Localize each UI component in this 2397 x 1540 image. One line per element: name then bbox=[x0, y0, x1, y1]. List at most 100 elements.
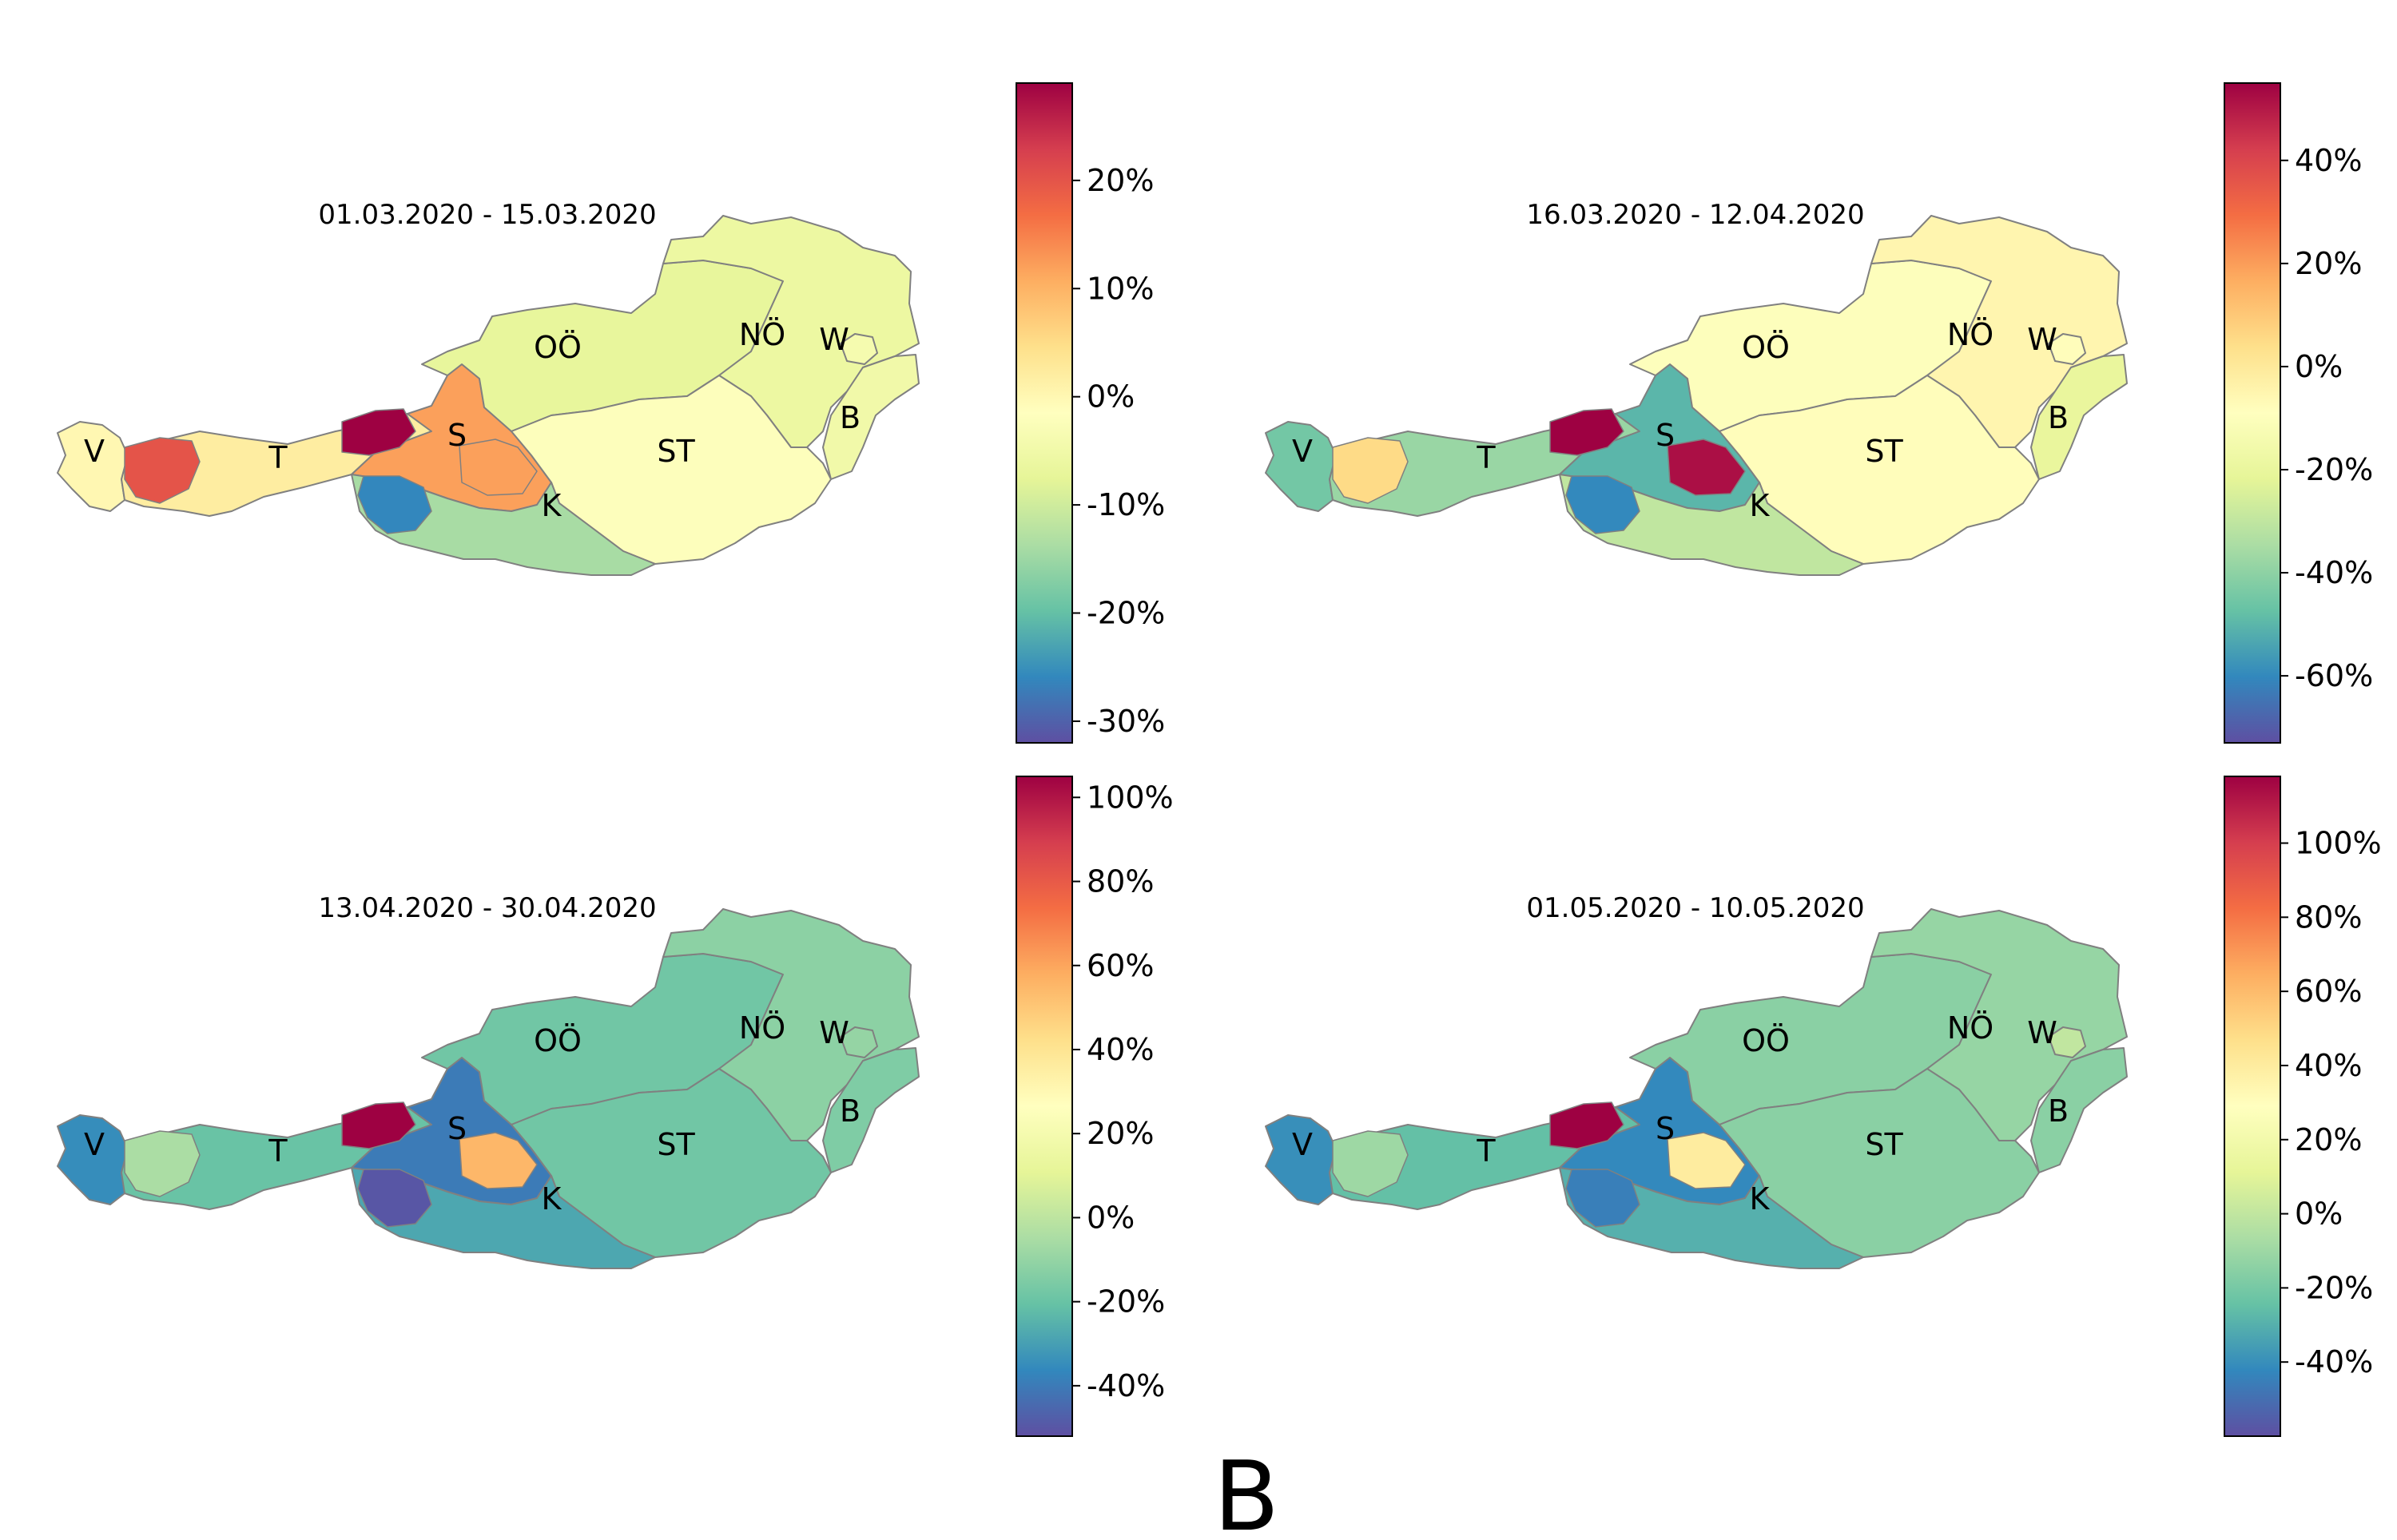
district-tirol-kitzbuehel bbox=[1549, 408, 1624, 456]
panel-title: 16.03.2020 - 12.04.2020 bbox=[1526, 199, 1864, 231]
map-panel: 01.05.2020 - 10.05.2020 V T S OÖ NÖ W B ST K 100% 8… bbox=[1265, 776, 2382, 1437]
colorbar-gradient bbox=[2224, 776, 2281, 1437]
region-label: B bbox=[2048, 400, 2069, 435]
region-label: T bbox=[1476, 1133, 1496, 1169]
region-label: T bbox=[268, 1133, 288, 1169]
colorbar-tick-label: 10% bbox=[1087, 271, 1154, 306]
colorbar-tick-label: 40% bbox=[2295, 143, 2362, 178]
colorbar-tick-label: -40% bbox=[1087, 1368, 1165, 1403]
colorbar-tick-label: -20% bbox=[2295, 452, 2373, 487]
state-region bbox=[2030, 1047, 2128, 1173]
colorbar-tick-label: 80% bbox=[1087, 864, 1154, 899]
district-tirol-west bbox=[124, 437, 201, 504]
colorbar-tick-label: 0% bbox=[2295, 349, 2343, 384]
colorbar: 100% 80% 60% 40% 20% 0% -20% -40% bbox=[1016, 776, 1174, 1437]
austria-map: V T S OÖ NÖ W B ST K bbox=[1265, 215, 2128, 576]
colorbar-tick-label: 0% bbox=[1087, 379, 1135, 415]
region-label: S bbox=[447, 1111, 467, 1146]
region-label: NÖ bbox=[739, 317, 785, 352]
colorbar-tick-label: -40% bbox=[2295, 555, 2373, 590]
district-tirol-west bbox=[1332, 1130, 1409, 1197]
district-tirol-west bbox=[124, 1130, 201, 1197]
colorbar-tick-label: 100% bbox=[2295, 826, 2382, 861]
austria-map: V T S OÖ NÖ W B ST K bbox=[57, 908, 920, 1269]
colorbar: 20% 10% 0% -10% -20% -30% bbox=[1016, 82, 1165, 744]
region-label: V bbox=[84, 1127, 105, 1162]
colorbar-tick-label: 100% bbox=[1087, 780, 1174, 815]
region-label: V bbox=[1292, 1127, 1313, 1162]
region-label: W bbox=[2027, 322, 2057, 357]
map-panel: 13.04.2020 - 30.04.2020 V T S OÖ NÖ W B ST K 100% 8… bbox=[57, 776, 1174, 1437]
colorbar-tick-label: 20% bbox=[1087, 163, 1154, 198]
panel-title: 01.03.2020 - 15.03.2020 bbox=[318, 199, 656, 231]
region-label: S bbox=[1656, 418, 1675, 453]
district-tirol-kitzbuehel bbox=[1549, 1101, 1624, 1149]
state-region bbox=[2030, 354, 2128, 480]
district-salzburg-south bbox=[1667, 1132, 1746, 1189]
region-label: S bbox=[1656, 1111, 1675, 1146]
panel-title: 13.04.2020 - 30.04.2020 bbox=[318, 892, 656, 924]
region-label: ST bbox=[657, 1127, 695, 1162]
austria-map: V T S OÖ NÖ W B ST K bbox=[1265, 908, 2128, 1269]
colorbar-gradient bbox=[1016, 82, 1073, 744]
map-panel: 01.03.2020 - 15.03.2020 V T S OÖ NÖ W B ST K 20% 10… bbox=[57, 82, 1165, 744]
state-region bbox=[840, 333, 878, 365]
region-label: ST bbox=[1865, 1127, 1903, 1162]
region-label: V bbox=[84, 434, 105, 469]
region-label: OÖ bbox=[1742, 1023, 1790, 1058]
region-label: ST bbox=[657, 434, 695, 469]
state-region bbox=[2048, 333, 2086, 365]
district-tirol-west bbox=[1332, 437, 1409, 504]
region-label: K bbox=[542, 1181, 562, 1217]
region-label: ST bbox=[1865, 434, 1903, 469]
region-label: OÖ bbox=[534, 330, 582, 365]
region-label: OÖ bbox=[1742, 330, 1790, 365]
district-tirol-kitzbuehel bbox=[341, 1101, 416, 1149]
region-label: K bbox=[542, 488, 562, 523]
district-osttirol bbox=[1565, 475, 1640, 534]
colorbar-tick-label: 0% bbox=[1087, 1200, 1135, 1235]
region-label: K bbox=[1750, 488, 1771, 523]
colorbar-tick-label: -10% bbox=[1087, 487, 1165, 522]
region-label: B bbox=[840, 400, 861, 435]
colorbar-gradient bbox=[1016, 776, 1073, 1437]
district-salzburg-south bbox=[459, 1132, 538, 1189]
district-salzburg-south bbox=[459, 439, 538, 496]
region-label: T bbox=[268, 440, 288, 475]
colorbar-tick-label: 20% bbox=[2295, 1122, 2362, 1157]
colorbar: 40% 20% 0% -20% -40% -60% bbox=[2224, 82, 2373, 744]
region-label: T bbox=[1476, 440, 1496, 475]
map-panel: 16.03.2020 - 12.04.2020 V T S OÖ NÖ W B ST K 40% 20… bbox=[1265, 82, 2373, 744]
region-label: V bbox=[1292, 434, 1313, 469]
colorbar-tick-label: -30% bbox=[1087, 704, 1165, 739]
state-region bbox=[840, 1026, 878, 1058]
colorbar-tick-label: 0% bbox=[2295, 1197, 2343, 1232]
colorbar-tick-label: 20% bbox=[1087, 1116, 1154, 1151]
colorbar-tick-label: 60% bbox=[1087, 948, 1154, 983]
figure-label: B bbox=[1214, 1442, 1279, 1540]
colorbar-tick-label: -60% bbox=[2295, 658, 2373, 693]
colorbar-tick-label: 40% bbox=[1087, 1032, 1154, 1067]
region-label: K bbox=[1750, 1181, 1771, 1217]
region-label: S bbox=[447, 418, 467, 453]
region-label: B bbox=[840, 1093, 861, 1129]
state-region bbox=[822, 354, 920, 480]
region-label: W bbox=[2027, 1015, 2057, 1050]
colorbar-gradient bbox=[2224, 82, 2281, 744]
region-label: NÖ bbox=[739, 1010, 785, 1046]
state-region bbox=[822, 1047, 920, 1173]
colorbar-tick-label: 80% bbox=[2295, 899, 2362, 935]
austria-map: V T S OÖ NÖ W B ST K bbox=[57, 215, 920, 576]
district-osttirol bbox=[357, 1169, 432, 1228]
colorbar-tick-label: -20% bbox=[1087, 1284, 1165, 1320]
district-osttirol bbox=[1565, 1169, 1640, 1228]
district-tirol-kitzbuehel bbox=[341, 408, 416, 456]
colorbar-tick-label: 20% bbox=[2295, 246, 2362, 281]
region-label: B bbox=[2048, 1093, 2069, 1129]
colorbar: 100% 80% 60% 40% 20% 0% -20% -40% bbox=[2224, 776, 2382, 1437]
district-osttirol bbox=[357, 475, 432, 534]
region-label: NÖ bbox=[1947, 317, 1994, 352]
colorbar-tick-label: 60% bbox=[2295, 974, 2362, 1009]
panel-title: 01.05.2020 - 10.05.2020 bbox=[1526, 892, 1864, 924]
